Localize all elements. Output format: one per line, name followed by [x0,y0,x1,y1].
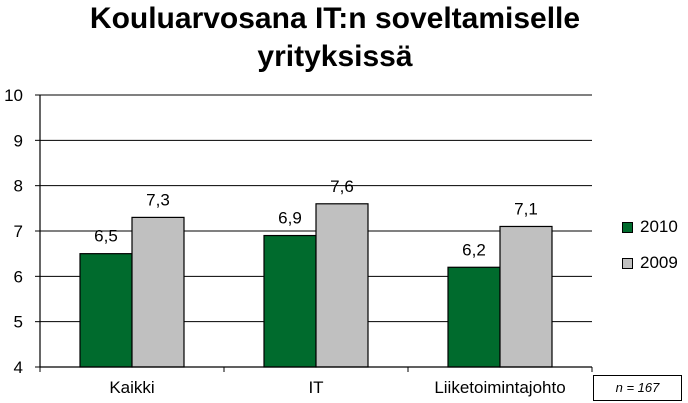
bar-2009-IT [315,203,369,368]
chart-title: Kouluarvosana IT:n soveltamiselle yrityk… [89,2,581,73]
data-label: 7,6 [330,177,354,196]
x-axis-tick-labels: Kaikki IT Liiketoimintajohto [109,378,565,397]
bar-2010-IT [263,234,317,368]
y-tick-label: 10 [4,86,23,105]
y-tick-label: 7 [14,222,23,241]
data-label: 7,3 [146,190,170,209]
y-axis-tick-labels: 4 5 6 7 8 9 10 [4,86,23,377]
data-label: 6,2 [462,240,486,259]
sample-size-note: n = 167 [593,375,682,401]
y-tick-label: 5 [14,313,23,332]
y-tick-label: 6 [14,267,23,286]
legend: 2010 2009 [622,217,678,289]
bars [79,203,553,368]
data-label: 6,5 [94,227,118,246]
axes [35,94,593,372]
y-tick-label: 8 [14,177,23,196]
legend-label-2009: 2009 [640,253,678,272]
bar-2010-Kaikki [79,253,133,368]
y-tick-label: 9 [14,131,23,150]
bar-2009-Liiketoimintajohto [499,225,553,368]
x-tick-label: Kaikki [109,378,154,397]
data-label: 6,9 [278,209,302,228]
y-tick-label: 4 [14,358,23,377]
legend-item-2009: 2009 [622,253,678,273]
data-label: 7,1 [514,199,538,218]
legend-swatch-2010 [622,221,633,233]
x-tick-label: IT [308,378,323,397]
data-labels: 6,5 7,3 6,9 7,6 6,2 7,1 [94,177,538,259]
legend-label-2010: 2010 [640,217,678,236]
x-tick-label: Liiketoimintajohto [434,378,565,397]
legend-item-2010: 2010 [622,217,678,237]
bar-2009-Kaikki [131,216,185,368]
bar-2010-Liiketoimintajohto [447,266,501,368]
legend-swatch-2009 [622,257,633,269]
